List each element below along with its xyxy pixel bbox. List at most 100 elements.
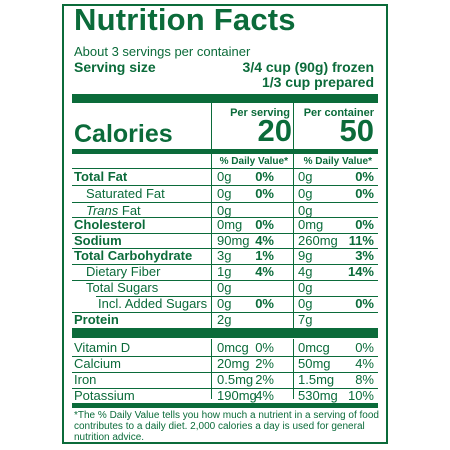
nutrient-name: Total Sugars xyxy=(86,280,159,295)
thick-divider-vitamins xyxy=(72,328,378,338)
label-title: Nutrition Facts xyxy=(74,2,296,37)
vitamin-name: Iron xyxy=(74,372,97,387)
serving-size-label: Serving size xyxy=(74,59,156,75)
serving-size-prepared: 1/3 cup prepared xyxy=(261,74,374,90)
nutrient-name: Protein xyxy=(74,312,119,327)
container-dv: 8% xyxy=(355,372,374,387)
vitamin-name: Calcium xyxy=(74,356,121,371)
container-amount: 1.5mg xyxy=(298,372,335,387)
nutrient-name: Saturated Fat xyxy=(86,186,165,201)
nutrient-row-added-sugars: Incl. Added Sugars 0g 0% 0g 0% xyxy=(72,296,378,312)
nutrition-facts-label: Nutrition Facts About 3 servings per con… xyxy=(62,2,388,444)
nutrient-name: Total Carbohydrate xyxy=(74,248,193,263)
container-dv: 11% xyxy=(348,233,374,248)
serving-amount: 190mg xyxy=(217,388,257,403)
row-rule xyxy=(72,280,378,281)
container-dv: 0% xyxy=(355,296,374,311)
serving-amount: 20mg xyxy=(217,356,250,371)
serving-dv: 2% xyxy=(255,356,274,371)
container-amount: 9g xyxy=(298,248,313,263)
serving-dv: 0% xyxy=(255,296,274,311)
column-divider-container xyxy=(293,103,294,335)
serving-amount: 2g xyxy=(217,312,232,327)
serving-dv: 2% xyxy=(255,372,274,387)
dv-header-serving: % Daily Value* xyxy=(219,156,288,167)
serving-dv: 4% xyxy=(255,264,274,279)
container-amount: 0g xyxy=(298,186,313,201)
container-amount: 4g xyxy=(298,264,313,279)
calories-per-container: 50 xyxy=(339,113,374,148)
dv-header-container: % Daily Value* xyxy=(303,156,372,167)
container-amount: 0g xyxy=(298,296,313,311)
servings-per-container: About 3 servings per container xyxy=(74,44,251,59)
nutrient-name: Sodium xyxy=(74,233,122,248)
vitamin-name: Potassium xyxy=(74,388,135,403)
row-rule xyxy=(72,217,378,218)
container-amount: 0g xyxy=(298,280,313,295)
row-rule xyxy=(72,202,378,203)
container-dv: 3% xyxy=(355,248,374,263)
nutrient-row-cholesterol: Cholesterol 0mg 0% 0mg 0% xyxy=(72,217,378,233)
row-rule xyxy=(72,388,378,389)
vitamin-row-calcium: Calcium 20mg 2% 50mg 4% xyxy=(72,356,378,372)
nutrient-name: Trans Fat xyxy=(86,204,141,218)
trans-rest: Fat xyxy=(118,203,141,218)
footnote-divider xyxy=(72,403,378,408)
row-rule xyxy=(72,312,378,313)
vitamin-name: Vitamin D xyxy=(74,340,131,355)
column-divider-serving-vitamins xyxy=(211,339,212,399)
column-divider-serving xyxy=(211,103,212,335)
row-rule xyxy=(72,264,378,265)
container-dv: 0% xyxy=(355,217,374,232)
column-divider-container-vitamins xyxy=(293,339,294,399)
container-dv: 0% xyxy=(355,186,374,201)
container-dv: 0% xyxy=(355,340,374,355)
nutrient-name: Dietary Fiber xyxy=(86,264,161,279)
nutrient-name: Cholesterol xyxy=(74,217,146,232)
nutrient-row-total-carbohydrate: Total Carbohydrate 3g 1% 9g 3% xyxy=(72,248,378,264)
container-amount: 0mg xyxy=(298,217,324,232)
vitamin-row-vitamin-d: Vitamin D 0mcg 0% 0mcg 0% xyxy=(72,340,378,356)
thick-divider-top xyxy=(72,94,378,103)
serving-amount: 0g xyxy=(217,203,232,218)
nutrient-row-saturated-fat: Saturated Fat 0g 0% 0g 0% xyxy=(72,186,378,202)
row-rule xyxy=(72,372,378,373)
nutrient-row-trans-fat: Trans Fat 0g 0g xyxy=(72,203,378,219)
container-dv: 10% xyxy=(347,388,374,403)
container-amount: 7g xyxy=(298,312,313,327)
serving-dv: 0% xyxy=(255,217,274,232)
serving-amount: 90mg xyxy=(217,233,250,248)
calories-label: Calories xyxy=(74,120,173,148)
serving-amount: 0g xyxy=(217,280,232,295)
container-amount: 260mg xyxy=(298,233,338,248)
container-amount: 50mg xyxy=(298,356,331,371)
serving-amount: 0g xyxy=(217,169,232,184)
row-rule xyxy=(72,185,378,186)
serving-dv: 4% xyxy=(255,233,274,248)
per-container-header: Per container xyxy=(303,107,374,119)
serving-dv: 0% xyxy=(255,340,274,355)
serving-size-frozen: 3/4 cup (90g) frozen xyxy=(242,59,374,75)
serving-amount: 0mcg xyxy=(217,340,249,355)
per-serving-header: Per serving xyxy=(230,107,290,119)
row-rule xyxy=(96,296,378,297)
container-amount: 0g xyxy=(298,169,313,184)
nutrient-name: Incl. Added Sugars xyxy=(98,296,208,311)
serving-amount: 0g xyxy=(217,186,232,201)
calories-divider xyxy=(72,149,378,154)
dv-header-rule xyxy=(72,168,378,169)
container-amount: 0g xyxy=(298,203,313,218)
container-dv: 14% xyxy=(347,264,374,279)
calories-per-serving: 20 xyxy=(257,113,292,148)
nutrient-row-protein: Protein 2g 7g xyxy=(72,312,378,328)
serving-amount: 1g xyxy=(217,264,232,279)
vitamin-row-potassium: Potassium 190mg 4% 530mg 10% xyxy=(72,388,378,404)
nutrient-row-total-sugars: Total Sugars 0g 0g xyxy=(72,280,378,296)
serving-amount: 0.5mg xyxy=(217,372,254,387)
row-rule xyxy=(72,233,378,234)
serving-dv: 0% xyxy=(255,186,274,201)
daily-value-footnote: *The % Daily Value tells you how much a … xyxy=(74,410,379,443)
serving-amount: 3g xyxy=(217,248,232,263)
serving-dv: 1% xyxy=(255,248,274,263)
container-amount: 530mg xyxy=(298,388,338,403)
